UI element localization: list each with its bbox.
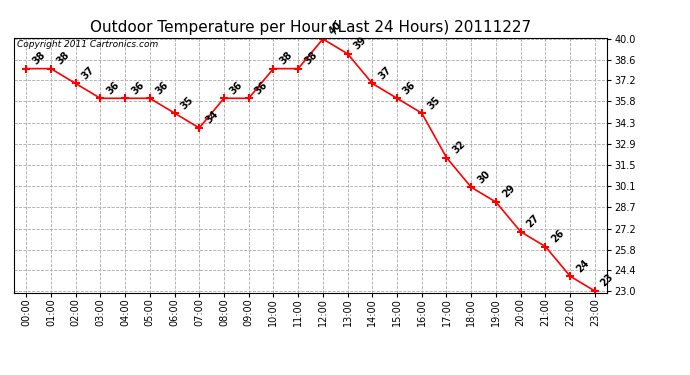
Text: 40: 40 <box>327 20 344 37</box>
Text: 38: 38 <box>55 50 72 66</box>
Text: 36: 36 <box>154 80 170 96</box>
Text: 36: 36 <box>253 80 270 96</box>
Text: 35: 35 <box>426 94 442 111</box>
Text: 37: 37 <box>377 64 393 81</box>
Text: 30: 30 <box>475 168 492 185</box>
Text: 37: 37 <box>80 64 97 81</box>
Text: 34: 34 <box>204 109 220 126</box>
Text: 29: 29 <box>500 183 517 200</box>
Text: 26: 26 <box>549 228 566 244</box>
Text: 38: 38 <box>302 50 319 66</box>
Text: 36: 36 <box>129 80 146 96</box>
Text: 24: 24 <box>574 257 591 274</box>
Text: 39: 39 <box>352 35 368 52</box>
Text: 27: 27 <box>525 213 542 230</box>
Text: 35: 35 <box>179 94 195 111</box>
Title: Outdoor Temperature per Hour (Last 24 Hours) 20111227: Outdoor Temperature per Hour (Last 24 Ho… <box>90 20 531 35</box>
Text: 38: 38 <box>277 50 294 66</box>
Text: 23: 23 <box>599 272 615 289</box>
Text: 38: 38 <box>30 50 47 66</box>
Text: 36: 36 <box>228 80 245 96</box>
Text: 32: 32 <box>451 139 467 155</box>
Text: 36: 36 <box>401 80 418 96</box>
Text: Copyright 2011 Cartronics.com: Copyright 2011 Cartronics.com <box>17 40 158 49</box>
Text: 36: 36 <box>104 80 121 96</box>
